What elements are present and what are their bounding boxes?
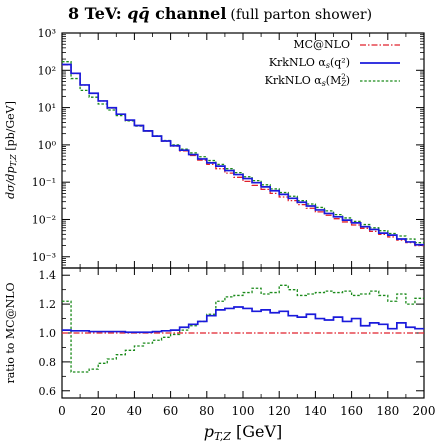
top-ytick-label: 10⁻¹ (32, 176, 56, 189)
xtick-label: 40 (127, 404, 142, 418)
top-ytick-label: 10¹ (38, 102, 56, 115)
ratio-ytick-label: 1.2 (39, 298, 57, 311)
xtick-label: 20 (91, 404, 106, 418)
ratio-ytick-label: 0.8 (39, 356, 57, 369)
top-ytick-label: 10⁻² (32, 213, 56, 226)
xtick-label: 80 (199, 404, 214, 418)
x-axis-label: pT,Z [GeV] (204, 422, 283, 443)
ratio-ytick-label: 0.6 (39, 385, 57, 398)
xtick-label: 180 (376, 404, 399, 418)
ratio-series-krknlo-mz2 (62, 284, 424, 373)
xtick-label: 60 (163, 404, 178, 418)
ratio-series-krknlo-q2 (62, 306, 424, 334)
top-y-axis-label: dσ/dpT,Z [pb/GeV] (4, 101, 18, 199)
ratio-y-axis-label: ratio to MC@NLO (4, 282, 17, 383)
ratio-ytick-label: 1.0 (39, 327, 57, 340)
xtick-label: 100 (232, 404, 255, 418)
legend: MC@NLO KrkNLO αs(q²) KrkNLO αs(MZ2) (265, 38, 400, 88)
xtick-label: 160 (340, 404, 363, 418)
legend-label-krknlo-q2: KrkNLO αs(q²) (269, 56, 350, 70)
xtick-label: 200 (413, 404, 436, 418)
legend-label-krknlo-mz2: KrkNLO αs(MZ2) (265, 73, 350, 88)
chart-title: 8 TeV: qq̄ channel (full parton shower) (68, 4, 372, 23)
top-ytick-label: 10² (38, 64, 56, 77)
top-ytick-label: 10⁻³ (32, 251, 56, 264)
xtick-label: 0 (58, 404, 66, 418)
ratio-series-group (62, 284, 424, 373)
top-series-krknlo-mz2 (62, 61, 424, 244)
ratio-ytick-label: 1.4 (39, 269, 57, 282)
top-series-group (62, 61, 424, 247)
top-series-mcatnlo (62, 64, 424, 247)
top-panel-frame (61, 32, 425, 269)
top-ytick-label: 10³ (38, 27, 56, 40)
legend-label-mcatnlo: MC@NLO (293, 38, 350, 51)
top-series-krknlo-q2 (62, 63, 424, 246)
xtick-label: 120 (268, 404, 291, 418)
top-ytick-label: 10⁰ (38, 139, 57, 152)
ratio-axis-ticks: 0.6 0.8 1.0 1.2 1.4 0 20 40 60 80 100 120 140 160 180 2… (39, 268, 436, 418)
top-axis-ticks: 10³ 10² 10¹ 10⁰ 10⁻¹ 10⁻² 10⁻³ (32, 27, 425, 268)
xtick-label: 140 (304, 404, 327, 418)
